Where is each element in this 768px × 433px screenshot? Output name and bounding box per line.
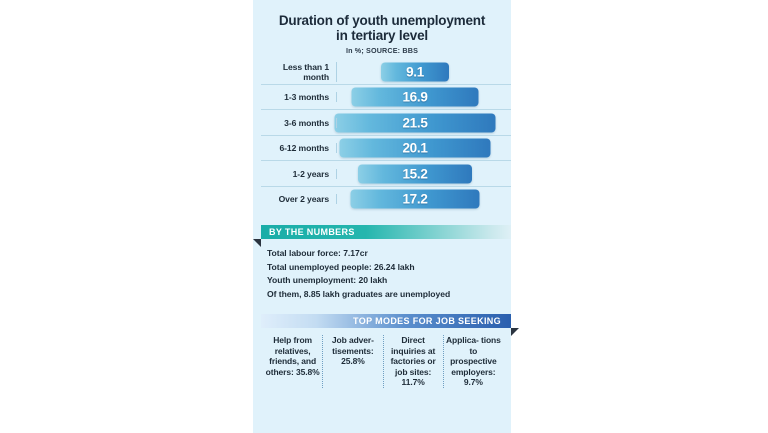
top-modes-banner-label: TOP MODES FOR JOB SEEKING (353, 316, 501, 326)
bar-less-than-1-month: 9.1 (381, 62, 449, 82)
row-label-line-1: 1-3 months (284, 92, 329, 103)
row-label-line-1: 1-2 years (292, 168, 329, 179)
table-row: 3-6 months 21.5 (253, 110, 511, 136)
infographic-panel: Duration of youth unemployment in tertia… (253, 0, 519, 433)
table-row: 1-3 months 16.9 (253, 85, 511, 111)
by-the-numbers-banner: BY THE NUMBERS (253, 225, 511, 247)
bar-value: 15.2 (402, 166, 428, 182)
row-label-1-3-months: 1-3 months (253, 92, 337, 103)
bar-over-2-years: 17.2 (350, 189, 480, 209)
bar-value: 9.1 (406, 64, 424, 80)
mode-column-relatives-friends: Help from relatives, friends, and others… (263, 335, 324, 388)
bar-area: 15.2 (337, 161, 511, 187)
bar-6-12-months: 20.1 (339, 138, 491, 158)
bar-value: 20.1 (402, 140, 428, 156)
by-the-numbers-list: Total labour force: 7.17cr Total unemplo… (253, 239, 511, 301)
bar-area: 20.1 (337, 136, 511, 162)
chart-title: Duration of youth unemployment in tertia… (253, 13, 511, 43)
table-row: Over 2 years 17.2 (253, 187, 511, 213)
chart-subtitle-prefix: In %; SOURCE: (345, 46, 401, 55)
row-label-less-than-1-month: Less than 1 month (253, 61, 337, 82)
chart-section: Duration of youth unemployment in tertia… (253, 0, 511, 212)
row-label-line-1: 6-12 months (279, 143, 329, 154)
list-item: Of them, 8.85 lakh graduates are unemplo… (267, 288, 451, 299)
row-label-line-1: Less than 1 (282, 61, 329, 72)
bar-area: 21.5 (334, 110, 511, 136)
row-label-3-6-months: 3-6 months (253, 117, 337, 128)
table-row: 6-12 months 20.1 (253, 136, 511, 162)
table-row: Less than 1 month 9.1 (253, 59, 511, 85)
section-spacer (253, 301, 511, 314)
bar-value: 16.9 (402, 89, 428, 105)
mode-column-direct-inquiries: Direct inquiries at factories or job sit… (384, 335, 444, 388)
bar-area: 16.9 (337, 85, 511, 111)
bar-1-2-years: 15.2 (358, 164, 472, 184)
top-modes-banner: TOP MODES FOR JOB SEEKING (261, 314, 519, 336)
chart-source: BBS (402, 46, 419, 55)
by-the-numbers-banner-label: BY THE NUMBERS (269, 227, 355, 237)
bar-area: 17.2 (337, 187, 511, 213)
banner-fold-corner (253, 239, 261, 247)
mode-column-applications-employers: Applica- tions to prospective employers:… (445, 335, 501, 387)
mode-column-job-advertisements: Job adver- tisements: 25.8% (323, 335, 384, 388)
bar-value: 17.2 (402, 191, 428, 207)
row-label-over-2-years: Over 2 years (253, 194, 337, 205)
chart-subtitle: In %; SOURCE: BBS (253, 46, 511, 55)
row-label-line-1: Over 2 years (278, 194, 330, 205)
table-row: 1-2 years 15.2 (253, 161, 511, 187)
list-item: Total unemployed people: 26.24 lakh (267, 261, 415, 272)
row-label-1-2-years: 1-2 years (253, 168, 337, 179)
chart-rows: Less than 1 month 9.1 1-3 months 16.9 (253, 59, 511, 212)
bar-1-3-months: 16.9 (351, 87, 479, 107)
banner-fold-corner (511, 328, 519, 336)
top-modes-section: TOP MODES FOR JOB SEEKING Help from rela… (253, 314, 519, 388)
chart-title-line-1: Duration of youth unemployment (278, 13, 486, 28)
by-the-numbers-section: BY THE NUMBERS Total labour force: 7.17c… (253, 225, 511, 301)
bar-value: 21.5 (402, 115, 428, 131)
top-modes-columns: Help from relatives, friends, and others… (253, 328, 511, 388)
row-label-6-12-months: 6-12 months (253, 143, 337, 154)
bar-area: 9.1 (337, 59, 511, 85)
chart-title-line-2: in tertiary level (336, 28, 428, 43)
row-label-line-1: 3-6 months (284, 117, 329, 128)
list-item: Total labour force: 7.17cr (267, 248, 368, 258)
bar-3-6-months: 21.5 (334, 113, 496, 133)
list-item: Youth unemployment: 20 lakh (267, 275, 388, 285)
section-spacer (253, 212, 511, 225)
row-label-line-2: month (303, 71, 329, 82)
